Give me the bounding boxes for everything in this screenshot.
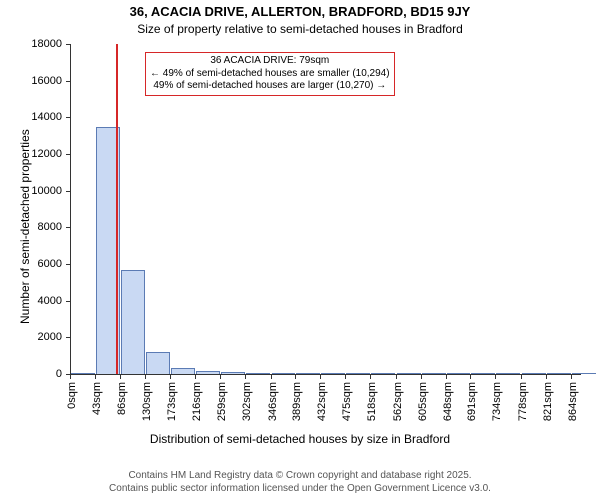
x-tick-label: 130sqm xyxy=(141,382,153,421)
x-tick-label: 562sqm xyxy=(392,382,404,421)
y-tick-label: 4000 xyxy=(12,295,62,307)
y-tick-label: 6000 xyxy=(12,258,62,270)
y-tick-label: 0 xyxy=(12,368,62,380)
annotation-line: 36 ACACIA DRIVE: 79sqm xyxy=(150,55,390,68)
property-annotation: 36 ACACIA DRIVE: 79sqm← 49% of semi-deta… xyxy=(145,52,395,96)
y-tick-label: 14000 xyxy=(12,111,62,123)
x-tick-label: 0sqm xyxy=(66,382,78,409)
y-tick-label: 8000 xyxy=(12,221,62,233)
x-tick-label: 778sqm xyxy=(517,382,529,421)
x-tick-label: 302sqm xyxy=(241,382,253,421)
x-tick-label: 691sqm xyxy=(466,382,478,421)
footer-attribution: Contains HM Land Registry data © Crown c… xyxy=(0,470,600,495)
y-tick-label: 12000 xyxy=(12,148,62,160)
y-tick-label: 10000 xyxy=(12,185,62,197)
annotation-line: 49% of semi-detached houses are larger (… xyxy=(150,80,390,93)
x-tick-label: 86sqm xyxy=(116,382,128,415)
footer-line-2: Contains public sector information licen… xyxy=(0,483,600,496)
x-tick-label: 605sqm xyxy=(417,382,429,421)
x-tick-label: 173sqm xyxy=(166,382,178,421)
y-tick-label: 16000 xyxy=(12,75,62,87)
x-tick-label: 389sqm xyxy=(291,382,303,421)
annotation-line: ← 49% of semi-detached houses are smalle… xyxy=(150,68,390,81)
x-tick-label: 648sqm xyxy=(442,382,454,421)
chart-title-line-2: Size of property relative to semi-detach… xyxy=(0,22,600,36)
x-tick-label: 734sqm xyxy=(491,382,503,421)
x-tick-label: 346sqm xyxy=(267,382,279,421)
x-tick-label: 518sqm xyxy=(366,382,378,421)
y-tick-label: 18000 xyxy=(12,38,62,50)
property-marker-line xyxy=(116,44,118,374)
x-axis-label: Distribution of semi-detached houses by … xyxy=(0,432,600,446)
histogram-bar xyxy=(146,352,170,374)
x-tick-label: 432sqm xyxy=(316,382,328,421)
chart-container: 36, ACACIA DRIVE, ALLERTON, BRADFORD, BD… xyxy=(0,0,600,500)
x-tick-label: 821sqm xyxy=(542,382,554,421)
footer-line-1: Contains HM Land Registry data © Crown c… xyxy=(0,470,600,483)
chart-title-line-1: 36, ACACIA DRIVE, ALLERTON, BRADFORD, BD… xyxy=(0,4,600,19)
y-tick-label: 2000 xyxy=(12,331,62,343)
x-tick-label: 864sqm xyxy=(567,382,579,421)
x-tick-label: 475sqm xyxy=(341,382,353,421)
x-tick-label: 43sqm xyxy=(91,382,103,415)
x-tick-label: 216sqm xyxy=(191,382,203,421)
histogram-bar xyxy=(121,270,145,375)
x-tick-label: 259sqm xyxy=(216,382,228,421)
